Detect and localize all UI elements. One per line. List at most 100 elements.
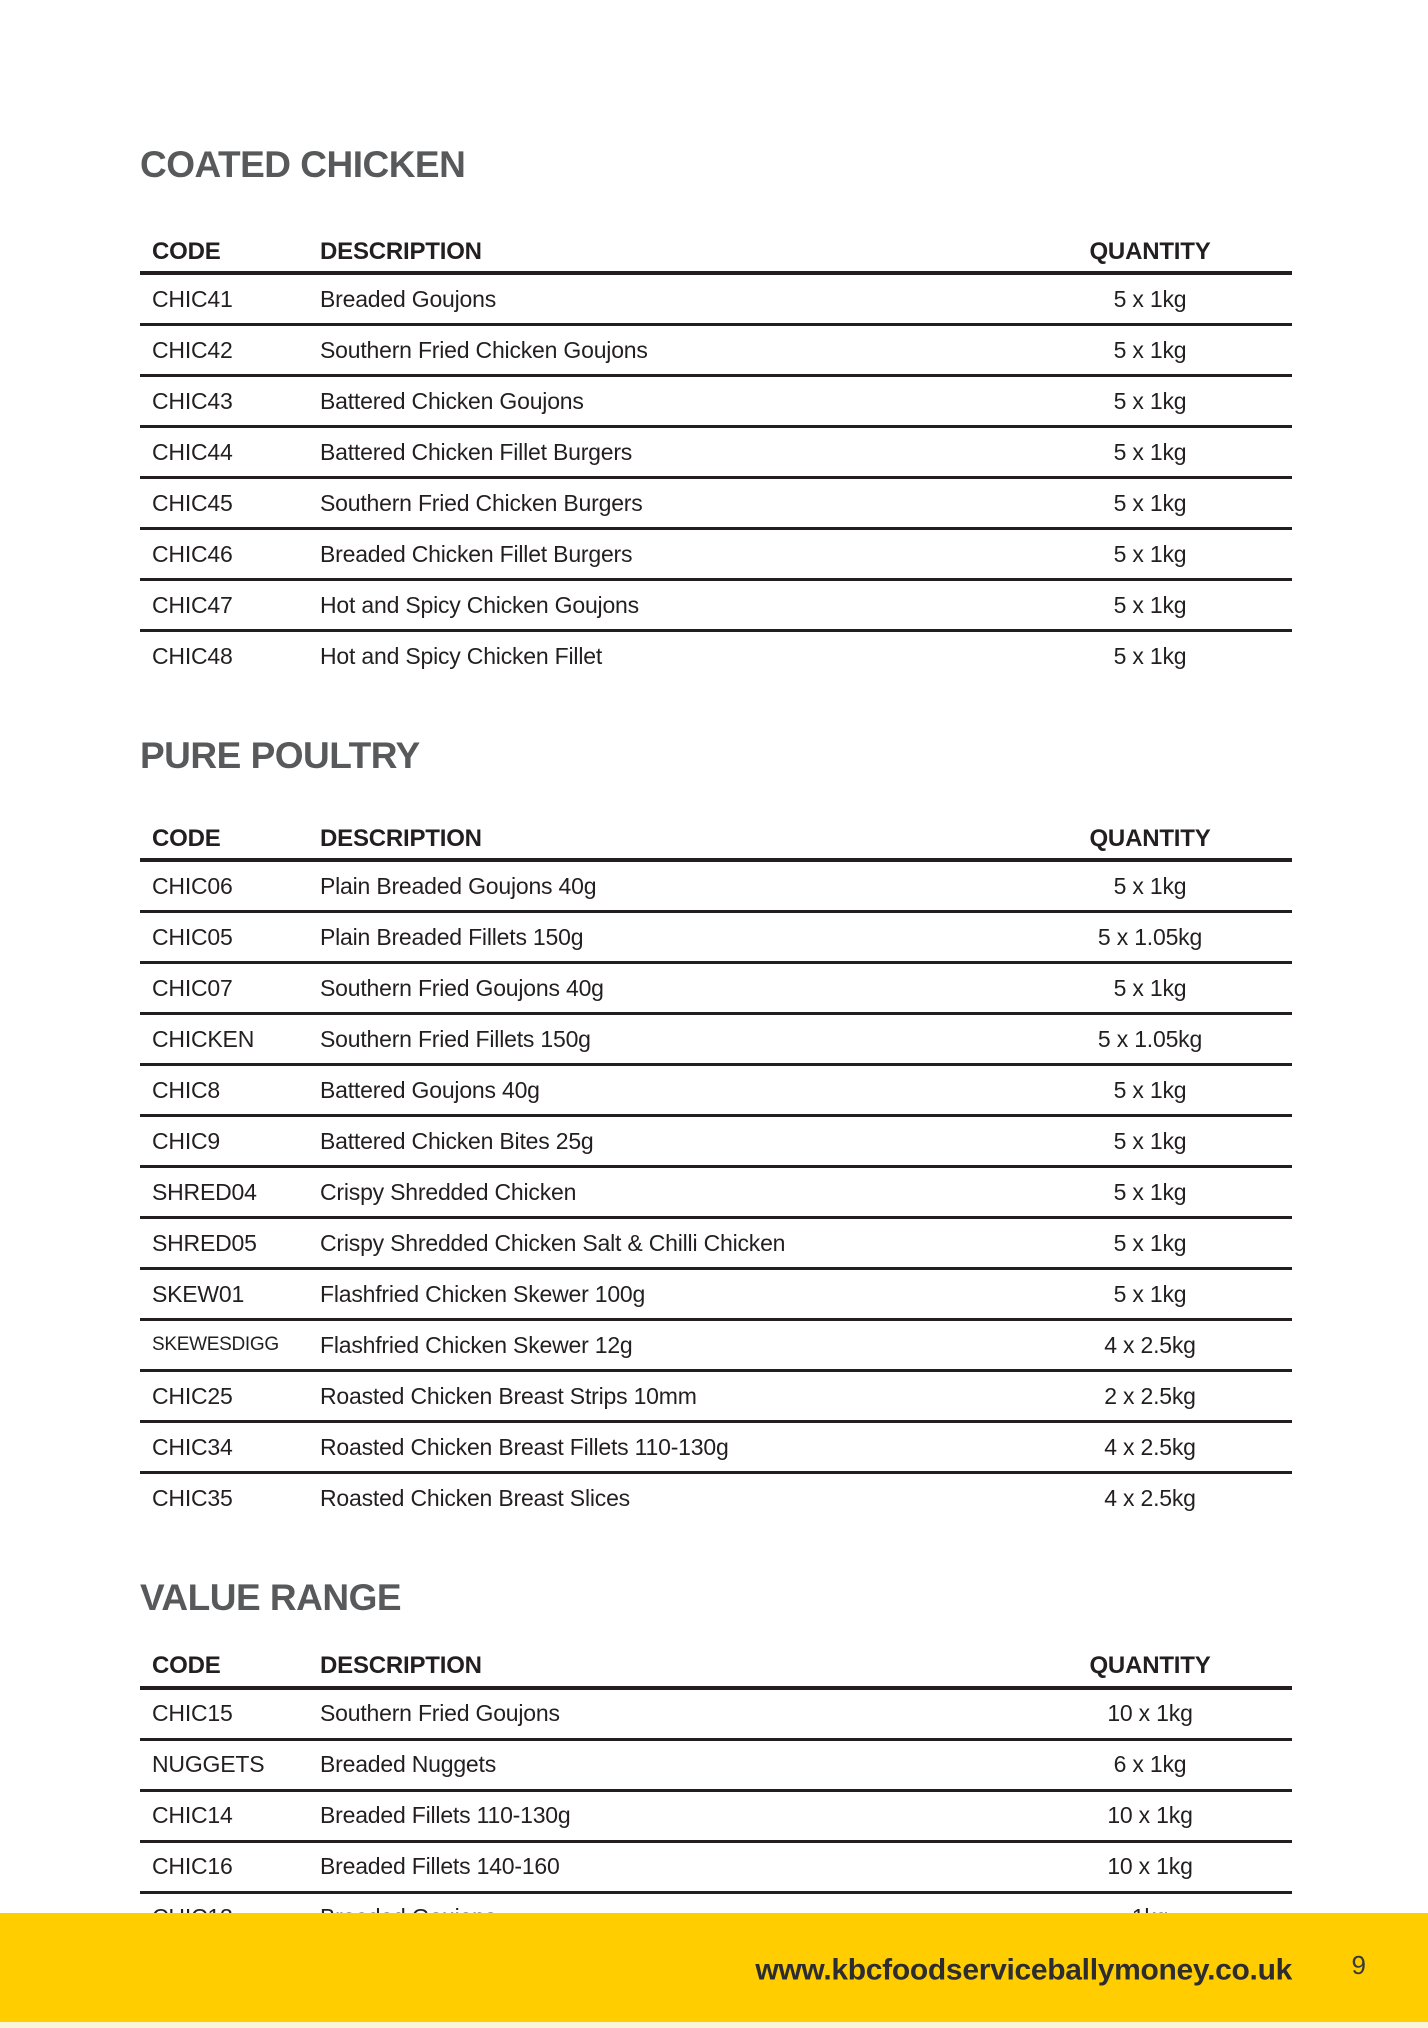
row-description: Southern Fried Chicken Goujons: [320, 336, 648, 363]
row-code: CHIC42: [152, 336, 233, 363]
row-description: Southern Fried Fillets 150g: [320, 1025, 591, 1052]
table-header-row: CODE DESCRIPTION QUANTITY: [140, 232, 1292, 275]
table-row: CHIC47 Hot and Spicy Chicken Goujons 5 x…: [140, 581, 1292, 632]
row-description: Plain Breaded Fillets 150g: [320, 923, 584, 950]
footer-url: www.kbcfoodserviceballymoney.co.uk: [755, 1953, 1292, 1987]
table-row: CHIC34 Roasted Chicken Breast Fillets 11…: [140, 1423, 1292, 1474]
product-table: CODE DESCRIPTION QUANTITY CHIC41 Breaded…: [140, 232, 1292, 680]
row-quantity: 5 x 1kg: [1113, 540, 1187, 567]
row-description: Battered Goujons 40g: [320, 1076, 540, 1103]
row-description: Breaded Goujons: [320, 285, 497, 312]
table-row: CHIC41 Breaded Goujons 5 x 1kg: [140, 275, 1292, 326]
row-code: CHIC47: [152, 591, 233, 618]
row-code: CHIC34: [152, 1433, 233, 1460]
row-code: CHIC44: [152, 438, 233, 465]
row-quantity: 5 x 1kg: [1113, 1127, 1187, 1154]
row-code: SHRED04: [152, 1178, 257, 1205]
row-quantity: 5 x 1.05kg: [1097, 923, 1203, 950]
product-section: PURE POULTRY CODE DESCRIPTION QUANTITY C…: [140, 737, 1292, 1522]
row-description: Breaded Fillets 110-130g: [320, 1802, 571, 1829]
row-code: CHIC07: [152, 974, 233, 1001]
row-code: CHIC9: [152, 1127, 221, 1154]
table-row: SKEWESDIGG Flashfried Chicken Skewer 12g…: [140, 1321, 1292, 1372]
row-quantity: 5 x 1.05kg: [1097, 1025, 1203, 1052]
row-quantity: 10 x 1kg: [1107, 1700, 1193, 1727]
column-header-code: CODE: [152, 1652, 221, 1680]
row-code: CHIC46: [152, 540, 233, 567]
table-row: CHIC16 Breaded Fillets 140-160 10 x 1kg: [140, 1843, 1292, 1894]
table-row: CHIC15 Southern Fried Goujons 10 x 1kg: [140, 1690, 1292, 1741]
row-code: NUGGETS: [152, 1751, 265, 1778]
row-code: SKEW01: [152, 1280, 245, 1307]
row-code: CHIC8: [152, 1076, 221, 1103]
column-header-quantity: QUANTITY: [1089, 824, 1211, 852]
product-table: CODE DESCRIPTION QUANTITY CHIC15 Souther…: [140, 1647, 1292, 1945]
row-code: CHIC05: [152, 923, 233, 950]
row-description: Southern Fried Chicken Burgers: [320, 489, 643, 516]
row-description: Battered Chicken Fillet Burgers: [320, 438, 633, 465]
row-description: Southern Fried Goujons: [320, 1700, 560, 1727]
row-code: CHIC45: [152, 489, 233, 516]
section-title: COATED CHICKEN: [140, 144, 466, 185]
row-quantity: 5 x 1kg: [1113, 285, 1187, 312]
row-description: Breaded Chicken Fillet Burgers: [320, 540, 633, 567]
table-row: CHICKEN Southern Fried Fillets 150g 5 x …: [140, 1015, 1292, 1066]
row-description: Breaded Nuggets: [320, 1751, 497, 1778]
row-code: CHIC41: [152, 285, 233, 312]
row-quantity: 2 x 2.5kg: [1104, 1382, 1196, 1409]
row-quantity: 5 x 1kg: [1113, 1229, 1187, 1256]
table-row: CHIC35 Roasted Chicken Breast Slices 4 x…: [140, 1474, 1292, 1522]
table-row: CHIC25 Roasted Chicken Breast Strips 10m…: [140, 1372, 1292, 1423]
section-title: PURE POULTRY: [140, 735, 420, 776]
product-table: CODE DESCRIPTION QUANTITY CHIC06 Plain B…: [140, 819, 1292, 1522]
row-quantity: 5 x 1kg: [1113, 489, 1187, 516]
table-row: CHIC42 Southern Fried Chicken Goujons 5 …: [140, 326, 1292, 377]
row-quantity: 5 x 1kg: [1113, 438, 1187, 465]
row-description: Battered Chicken Bites 25g: [320, 1127, 594, 1154]
column-header-description: DESCRIPTION: [320, 824, 482, 852]
row-code: CHIC16: [152, 1853, 233, 1880]
row-quantity: 5 x 1kg: [1113, 591, 1187, 618]
row-description: Roasted Chicken Breast Strips 10mm: [320, 1382, 697, 1409]
row-quantity: 5 x 1kg: [1113, 1280, 1187, 1307]
row-description: Crispy Shredded Chicken Salt & Chilli Ch…: [320, 1229, 786, 1256]
table-row: SHRED05 Crispy Shredded Chicken Salt & C…: [140, 1219, 1292, 1270]
row-description: Hot and Spicy Chicken Goujons: [320, 591, 639, 618]
page-number: 9: [1351, 1949, 1366, 1980]
row-quantity: 10 x 1kg: [1107, 1802, 1193, 1829]
table-row: SKEW01 Flashfried Chicken Skewer 100g 5 …: [140, 1270, 1292, 1321]
row-code: CHIC14: [152, 1802, 233, 1829]
row-code: CHIC06: [152, 872, 233, 899]
column-header-description: DESCRIPTION: [320, 1652, 482, 1680]
row-code: CHICKEN: [152, 1025, 255, 1052]
table-row: CHIC44 Battered Chicken Fillet Burgers 5…: [140, 428, 1292, 479]
table-header-row: CODE DESCRIPTION QUANTITY: [140, 1647, 1292, 1690]
row-code: CHIC35: [152, 1484, 233, 1511]
row-quantity: 6 x 1kg: [1113, 1751, 1187, 1778]
row-quantity: 5 x 1kg: [1113, 1076, 1187, 1103]
row-code: SHRED05: [152, 1229, 257, 1256]
table-row: CHIC8 Battered Goujons 40g 5 x 1kg: [140, 1066, 1292, 1117]
row-description: Roasted Chicken Breast Slices: [320, 1484, 630, 1511]
row-description: Southern Fried Goujons 40g: [320, 974, 604, 1001]
row-description: Hot and Spicy Chicken Fillet: [320, 642, 603, 669]
table-row: CHIC05 Plain Breaded Fillets 150g 5 x 1.…: [140, 913, 1292, 964]
row-description: Flashfried Chicken Skewer 100g: [320, 1280, 646, 1307]
row-quantity: 5 x 1kg: [1113, 872, 1187, 899]
footer-bottom-strip: [0, 2022, 1428, 2028]
row-quantity: 5 x 1kg: [1113, 1178, 1187, 1205]
table-row: CHIC43 Battered Chicken Goujons 5 x 1kg: [140, 377, 1292, 428]
footer-bar: www.kbcfoodserviceballymoney.co.uk 9: [0, 1913, 1428, 2022]
row-description: Flashfried Chicken Skewer 12g: [320, 1331, 633, 1358]
table-row: CHIC48 Hot and Spicy Chicken Fillet 5 x …: [140, 632, 1292, 680]
table-row: SHRED04 Crispy Shredded Chicken 5 x 1kg: [140, 1168, 1292, 1219]
row-description: Battered Chicken Goujons: [320, 387, 584, 414]
row-description: Breaded Fillets 140-160: [320, 1853, 560, 1880]
row-code: CHIC43: [152, 387, 233, 414]
row-quantity: 5 x 1kg: [1113, 336, 1187, 363]
row-quantity: 5 x 1kg: [1113, 387, 1187, 414]
table-row: CHIC14 Breaded Fillets 110-130g 10 x 1kg: [140, 1792, 1292, 1843]
table-row: NUGGETS Breaded Nuggets 6 x 1kg: [140, 1741, 1292, 1792]
row-code: CHIC25: [152, 1382, 233, 1409]
column-header-description: DESCRIPTION: [320, 237, 482, 265]
